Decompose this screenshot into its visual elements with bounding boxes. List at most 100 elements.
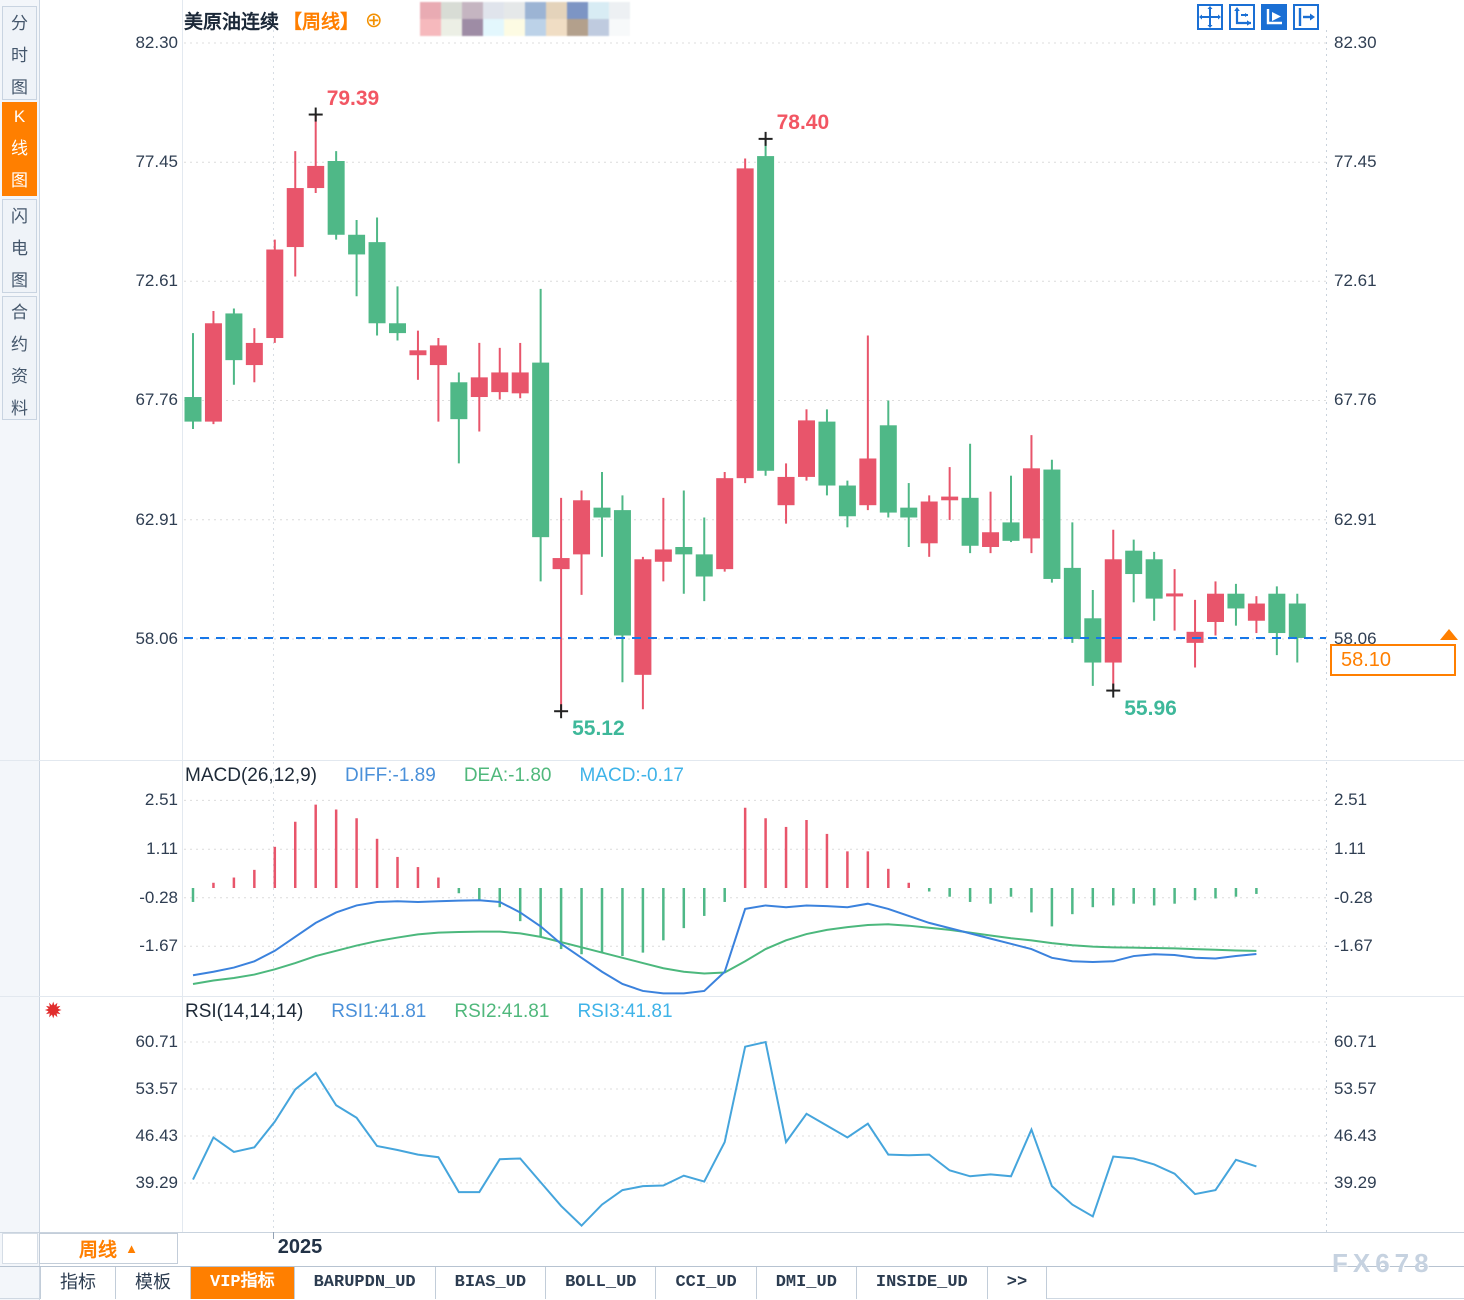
- axis-tick-label: 2.51: [144, 790, 178, 810]
- bottom-tab-bias_ud[interactable]: BIAS_UD: [436, 1267, 547, 1299]
- candle-body: [1043, 469, 1061, 579]
- mosaic-block: [483, 2, 504, 19]
- bottom-tab-cci_ud[interactable]: CCI_UD: [656, 1267, 757, 1299]
- mosaic-block: [504, 19, 525, 36]
- panel-separator: [0, 760, 1464, 761]
- candle-body: [879, 425, 897, 513]
- candle-body: [573, 500, 591, 555]
- bottom-tab-boll_ud[interactable]: BOLL_UD: [546, 1267, 657, 1299]
- bottom-tab-barupdn_ud[interactable]: BARUPDN_UD: [295, 1267, 436, 1299]
- bottom-tab-[interactable]: 模板: [116, 1267, 191, 1299]
- candle-body: [736, 168, 754, 479]
- axis-tick-label: -0.28: [139, 887, 178, 907]
- mosaic-block: [546, 2, 567, 19]
- mosaic-block: [420, 19, 441, 36]
- mosaic-block: [420, 2, 441, 19]
- bottom-tab-vip[interactable]: VIP指标: [191, 1267, 295, 1299]
- candle-body: [348, 234, 366, 255]
- rsi3-label: RSI3:41.81: [577, 1001, 673, 1022]
- year-tick-mark: [273, 1232, 274, 1239]
- candle-body: [1063, 567, 1081, 639]
- mosaic-block: [567, 2, 588, 19]
- axis-tick-label: 67.76: [135, 390, 178, 410]
- macd-diff-label: DIFF:-1.89: [345, 765, 436, 786]
- bottom-tab-dmi_ud[interactable]: DMI_UD: [757, 1267, 857, 1299]
- red-starburst-icon[interactable]: ✹: [44, 998, 63, 1023]
- candle-body: [491, 372, 509, 393]
- candle-body: [675, 546, 693, 555]
- mosaic-block: [567, 19, 588, 36]
- candle-body: [184, 397, 202, 422]
- candle-body: [920, 501, 938, 544]
- bottom-tab->>[interactable]: >>: [988, 1267, 1048, 1299]
- period-tag: 【周线】: [283, 12, 360, 33]
- candle-body: [1104, 559, 1122, 663]
- chart-area[interactable]: [0, 0, 1464, 1232]
- candle-body: [470, 377, 488, 398]
- macd-label-row: MACD(26,12,9) DIFF:-1.89 DEA:-1.80 MACD:…: [185, 765, 684, 787]
- candle-body: [593, 507, 611, 518]
- candle-body: [409, 350, 427, 356]
- shift-right-icon[interactable]: [1293, 4, 1319, 30]
- candle-body: [225, 313, 243, 361]
- rsi2-label: RSI2:41.81: [454, 1001, 550, 1022]
- instrument-title: 美原油连续: [184, 12, 280, 33]
- candle-body: [859, 458, 877, 506]
- axis-tick-label: 72.61: [135, 271, 178, 291]
- mosaic-block: [462, 19, 483, 36]
- current-price-badge: 58.10: [1330, 644, 1456, 676]
- axis-tick-label: 60.71: [1334, 1032, 1377, 1051]
- candle-body: [1084, 618, 1102, 663]
- move-crosshair-icon[interactable]: [1197, 4, 1223, 30]
- panel-separator: [0, 996, 1464, 997]
- axis-tick-label: 62.91: [135, 509, 178, 529]
- chart-toolbar: [1197, 4, 1319, 30]
- mosaic-block: [525, 2, 546, 19]
- mosaic-block: [546, 19, 567, 36]
- candle-body: [1268, 593, 1286, 634]
- candle-body: [204, 323, 222, 422]
- candle-body: [368, 242, 386, 324]
- axis-tick-label: -1.67: [1334, 936, 1373, 956]
- mosaic-block: [609, 2, 630, 19]
- axis-tick-label: 60.71: [135, 1032, 178, 1051]
- candle-body: [634, 559, 652, 675]
- mosaic-block: [588, 19, 609, 36]
- axis-tick-label: 58.06: [135, 628, 178, 648]
- candle-body: [1227, 593, 1245, 609]
- bottom-tab-[interactable]: 指标: [41, 1267, 116, 1299]
- candle-body: [818, 421, 836, 486]
- sidebar-tab-1[interactable]: 分时图: [2, 6, 37, 100]
- chart-header: 美原油连续 【周线】 ⊕: [184, 7, 383, 34]
- axis-tick-label: -0.28: [1334, 887, 1373, 907]
- candle-body: [245, 342, 263, 366]
- mosaic-block: [483, 19, 504, 36]
- indicator-tab-bar: 指标 模板 VIP指标 BARUPDN_UD BIAS_UD BOLL_UD CCI_UD D…: [40, 1267, 1048, 1299]
- bottom-corner-cell: [2, 1233, 38, 1264]
- axis-tick-label: 39.29: [1334, 1172, 1377, 1192]
- axis-tick-label: 39.29: [135, 1172, 178, 1192]
- candle-body: [716, 478, 734, 570]
- candle-body: [695, 554, 713, 577]
- axis-scale-icon[interactable]: [1229, 4, 1255, 30]
- sidebar-tab-4[interactable]: 合约资料: [2, 296, 37, 420]
- candle-body: [389, 323, 406, 334]
- rsi-name-label: RSI(14,14,14): [185, 1001, 304, 1022]
- sidebar-tab-3[interactable]: 闪电图: [2, 199, 37, 293]
- candle-body: [1125, 550, 1143, 575]
- candle-body: [757, 156, 775, 471]
- chart-pointer-icon[interactable]: [1261, 4, 1287, 30]
- mosaic-block: [441, 2, 462, 19]
- high-price-annotation: 79.39: [326, 86, 380, 110]
- period-selector-button[interactable]: 周线 ▲: [39, 1233, 178, 1264]
- bottom-tab-inside_ud[interactable]: INSIDE_UD: [857, 1267, 988, 1299]
- candle-body: [982, 532, 1000, 547]
- axis-tick-label: 62.91: [1334, 509, 1377, 529]
- candle-body: [1207, 593, 1224, 622]
- mosaic-block: [588, 2, 609, 19]
- rsi-line: [192, 1040, 1257, 1228]
- circle-plus-icon[interactable]: ⊕: [365, 9, 383, 32]
- candle-body: [266, 249, 284, 339]
